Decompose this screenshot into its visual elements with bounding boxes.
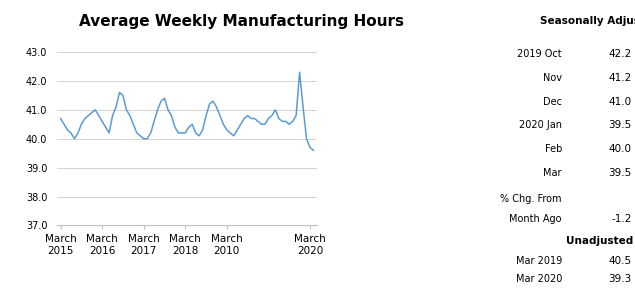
Text: 39.3: 39.3 (608, 274, 632, 284)
Text: 2019 Oct: 2019 Oct (518, 49, 562, 59)
Text: 39.5: 39.5 (608, 168, 632, 178)
Text: 40.0: 40.0 (609, 144, 632, 154)
Text: 41.0: 41.0 (609, 97, 632, 107)
Text: % Chg. From: % Chg. From (500, 194, 562, 204)
Text: Average Weekly Manufacturing Hours: Average Weekly Manufacturing Hours (79, 14, 404, 29)
Text: Mar 2020: Mar 2020 (516, 274, 562, 284)
Text: 42.2: 42.2 (608, 49, 632, 59)
Text: 41.2: 41.2 (608, 73, 632, 83)
Text: Seasonally Adjusted: Seasonally Adjusted (540, 16, 635, 26)
Text: Nov: Nov (543, 73, 562, 83)
Text: 2020 Jan: 2020 Jan (519, 120, 562, 130)
Text: 40.5: 40.5 (609, 256, 632, 266)
Text: Month Ago: Month Ago (509, 214, 562, 224)
Text: Feb: Feb (545, 144, 562, 154)
Text: Dec: Dec (543, 97, 562, 107)
Text: Mar: Mar (544, 168, 562, 178)
Text: 39.5: 39.5 (608, 120, 632, 130)
Text: -1.2: -1.2 (612, 214, 632, 224)
Text: Unadjusted: Unadjusted (566, 236, 634, 246)
Text: Mar 2019: Mar 2019 (516, 256, 562, 266)
